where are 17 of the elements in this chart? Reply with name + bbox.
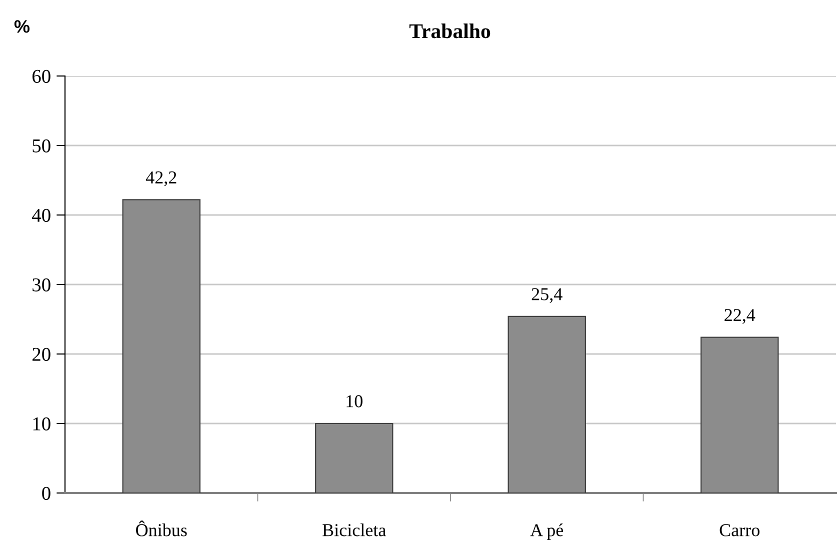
data-label: 25,4 [532,288,562,303]
y-tick-label: 20 [32,348,50,361]
x-tick-label: Ônibus [136,520,187,536]
x-tick-label: Bicicleta [322,524,386,536]
y-tick-label: 10 [33,417,50,430]
data-label: 42,2 [146,171,176,186]
y-tick-label: 0 [42,486,50,500]
data-label: 22,4 [724,309,756,324]
data-label: 10 [346,395,362,408]
x-tick-label: A pé [530,524,564,540]
y-tick-label: 30 [32,278,50,292]
y-axis-title: % [14,20,30,33]
y-tick-label: 40 [32,208,50,222]
y-tick-label: 60 [32,70,50,83]
x-tick-label: Carro [720,524,760,536]
chart-title: Trabalho [409,24,490,38]
y-tick-label: 50 [32,139,50,152]
